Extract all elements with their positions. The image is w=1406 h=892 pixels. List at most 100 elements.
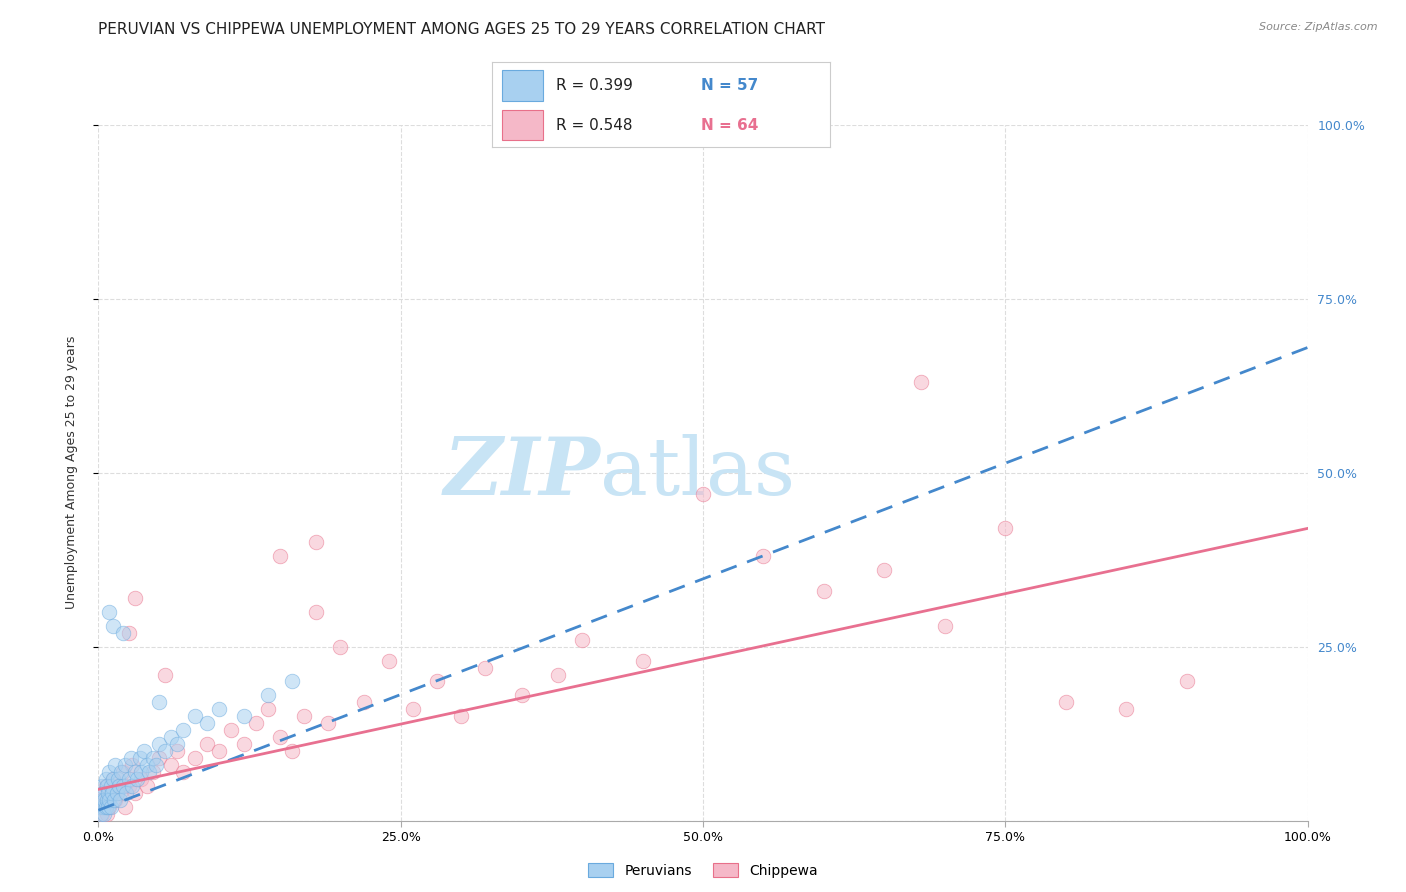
Point (91, 786, 114, 800)
Point (153, 744, 176, 758)
Point (124, 591, 146, 605)
Point (1115, 702, 1137, 716)
Point (994, 521, 1017, 535)
Point (120, 751, 142, 765)
Y-axis label: Unemployment Among Ages 25 to 29 years: Unemployment Among Ages 25 to 29 years (65, 336, 77, 609)
Point (98, 799, 121, 814)
Point (353, 695, 375, 709)
Text: atlas: atlas (600, 434, 796, 512)
Point (91, 793, 114, 807)
Point (108, 786, 131, 800)
Point (124, 786, 146, 800)
Point (93, 806, 115, 821)
Legend: Peruvians, Chippewa: Peruvians, Chippewa (583, 857, 823, 883)
Point (94, 779, 117, 793)
Point (89, 799, 111, 814)
Point (110, 764, 132, 779)
Point (89, 799, 111, 814)
Point (91, 806, 114, 821)
Point (305, 605, 328, 619)
Point (128, 751, 150, 765)
Point (166, 744, 188, 758)
Point (934, 619, 956, 633)
Point (107, 772, 129, 786)
Point (93, 799, 115, 814)
Point (316, 716, 339, 731)
Point (547, 667, 569, 681)
Text: N = 64: N = 64 (702, 118, 759, 133)
Point (631, 654, 654, 668)
Point (129, 764, 152, 779)
Point (450, 709, 472, 723)
Point (90, 793, 112, 807)
Text: Source: ZipAtlas.com: Source: ZipAtlas.com (1260, 22, 1378, 32)
Point (166, 737, 188, 751)
Point (208, 702, 231, 716)
Point (148, 695, 170, 709)
Point (377, 654, 399, 668)
Point (129, 772, 152, 786)
Point (104, 758, 127, 772)
Point (91, 799, 114, 814)
Point (91, 786, 114, 800)
Point (98, 605, 121, 619)
Point (96, 806, 118, 821)
Point (134, 744, 156, 758)
Point (281, 744, 304, 758)
Point (103, 793, 125, 807)
Point (172, 764, 194, 779)
Point (172, 723, 194, 738)
Point (93, 793, 115, 807)
Point (474, 660, 496, 674)
Point (94, 772, 117, 786)
Point (138, 764, 160, 779)
Text: R = 0.399: R = 0.399 (557, 78, 633, 93)
Point (94, 799, 117, 814)
Point (153, 667, 176, 681)
Point (111, 764, 134, 779)
Point (195, 716, 218, 731)
Point (97, 786, 120, 800)
Point (160, 730, 183, 744)
Point (97, 799, 120, 814)
Point (142, 764, 165, 779)
Point (97, 793, 120, 807)
Point (910, 376, 932, 390)
Point (256, 702, 278, 716)
Point (101, 772, 124, 786)
Point (148, 751, 170, 765)
Point (142, 751, 165, 765)
Point (115, 786, 138, 800)
Text: R = 0.548: R = 0.548 (557, 118, 633, 133)
Point (108, 779, 131, 793)
Point (91, 779, 114, 793)
Point (813, 584, 835, 599)
Point (107, 779, 129, 793)
Point (232, 709, 254, 723)
Point (127, 772, 149, 786)
Point (118, 779, 141, 793)
Point (108, 793, 131, 807)
Point (692, 486, 714, 500)
Point (111, 625, 134, 640)
Point (426, 674, 449, 689)
Point (292, 709, 315, 723)
FancyBboxPatch shape (502, 110, 543, 140)
Text: PERUVIAN VS CHIPPEWA UNEMPLOYMENT AMONG AGES 25 TO 29 YEARS CORRELATION CHART: PERUVIAN VS CHIPPEWA UNEMPLOYMENT AMONG … (98, 22, 825, 37)
Point (105, 786, 128, 800)
Point (1054, 695, 1077, 709)
Point (118, 772, 141, 786)
Point (1175, 674, 1198, 689)
Point (104, 793, 127, 807)
Point (873, 563, 896, 577)
Point (571, 632, 593, 647)
Point (305, 535, 328, 549)
Point (98, 764, 121, 779)
Point (195, 737, 218, 751)
Point (752, 549, 775, 564)
Point (329, 640, 352, 654)
Point (101, 619, 124, 633)
Point (281, 674, 304, 689)
Point (245, 716, 267, 731)
Point (184, 709, 207, 723)
